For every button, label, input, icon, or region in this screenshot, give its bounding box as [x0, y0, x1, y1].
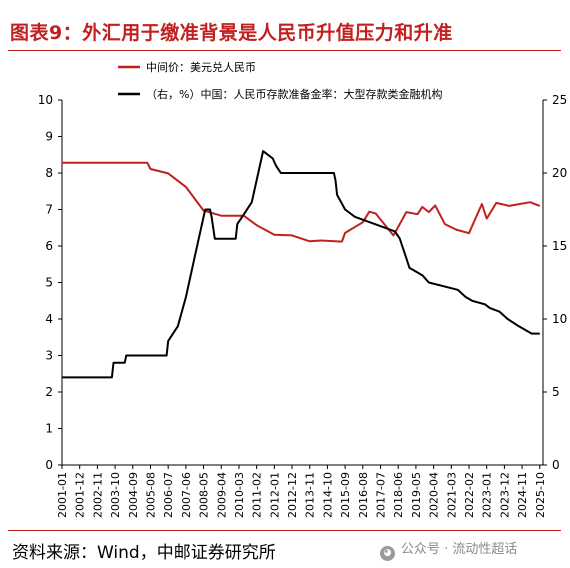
x-tick-label: 2008-05: [198, 472, 211, 518]
x-tick-label: 2023-01: [481, 472, 494, 518]
x-tick-label: 2001-12: [74, 472, 87, 518]
left-tick-label: 1: [45, 422, 53, 436]
x-tick-label: 2023-12: [498, 472, 511, 518]
right-tick-label: 10: [552, 312, 567, 326]
x-tick-label: 2020-04: [428, 472, 441, 518]
chart-title: 图表9：外汇用于缴准背景是人民币升值压力和升准: [10, 22, 453, 44]
x-tick-label: 2011-02: [251, 472, 264, 518]
x-tick-label: 2024-11: [516, 472, 529, 518]
source-note: 资料来源：Wind，中邮证券研究所: [12, 543, 276, 563]
x-tick-label: 2019-05: [410, 472, 423, 518]
plot-frame: [61, 100, 544, 466]
x-tick-label: 2005-08: [144, 472, 157, 518]
x-tick-label: 2016-08: [357, 472, 370, 518]
left-tick-label: 4: [45, 312, 53, 326]
right-tick-label: 25: [552, 93, 567, 107]
x-tick-label: 2010-03: [233, 472, 246, 518]
x-tick-label: 2018-06: [392, 472, 405, 518]
x-tick-label: 2006-07: [162, 472, 175, 518]
x-tick-label: 2001-01: [56, 472, 69, 518]
right-tick-label: 0: [552, 458, 560, 472]
x-tick-label: 2002-11: [91, 472, 104, 518]
legend: 中间价：美元兑人民币 （右，%）中国：人民币存款准备金率：大型存款类金融机构: [118, 60, 442, 101]
x-tick-label: 2014-10: [321, 472, 334, 518]
title-rule: [8, 50, 561, 51]
left-tick-label: 5: [45, 276, 53, 290]
watermark: ◕ 公众号 · 流动性超话: [380, 538, 517, 561]
x-tick-label: 2007-06: [180, 472, 193, 518]
left-tick-label: 3: [45, 349, 53, 363]
right-axis: 0 5 10 15 20 25: [543, 93, 567, 472]
footer-rule: [8, 530, 561, 531]
left-tick-label: 2: [45, 385, 53, 399]
right-tick-label: 20: [552, 166, 567, 180]
watermark-text: 公众号 · 流动性超话: [401, 542, 518, 557]
wechat-icon: ◕: [380, 546, 395, 561]
x-tick-label: 2021-03: [445, 472, 458, 518]
x-tick-label: 2015-09: [339, 472, 352, 518]
right-tick-label: 15: [552, 239, 567, 253]
x-tick-label: 2012-01: [268, 472, 281, 518]
left-tick-label: 6: [45, 239, 53, 253]
right-tick-label: 5: [552, 385, 560, 399]
x-tick-label: 2003-10: [109, 472, 122, 518]
left-axis: 0 1 2 3 4 5 6 7 8 9 10: [38, 93, 62, 472]
x-tick-label: 2022-02: [463, 472, 476, 518]
left-tick-label: 10: [38, 93, 53, 107]
series-lines: [62, 150, 541, 379]
legend-label: （右，%）中国：人民币存款准备金率：大型存款类金融机构: [146, 87, 442, 101]
left-tick-label: 0: [45, 458, 53, 472]
left-tick-label: 8: [45, 166, 53, 180]
series-line-usdcny: [62, 161, 541, 243]
x-tick-label: 2017-07: [375, 472, 388, 518]
x-tick-label: 2004-09: [127, 472, 140, 518]
x-tick-label: 2013-11: [304, 472, 317, 518]
x-tick-label: 2025-10: [534, 472, 547, 518]
x-axis: 2001-01 2001-12 2002-11 2003-10 2004-09 2005-…: [56, 465, 547, 518]
left-tick-label: 7: [45, 203, 53, 217]
series-line-rrr: [62, 150, 540, 379]
legend-label: 中间价：美元兑人民币: [146, 60, 256, 74]
x-tick-label: 2009-04: [215, 472, 228, 518]
x-tick-label: 2012-12: [286, 472, 299, 518]
left-tick-label: 9: [45, 130, 53, 144]
